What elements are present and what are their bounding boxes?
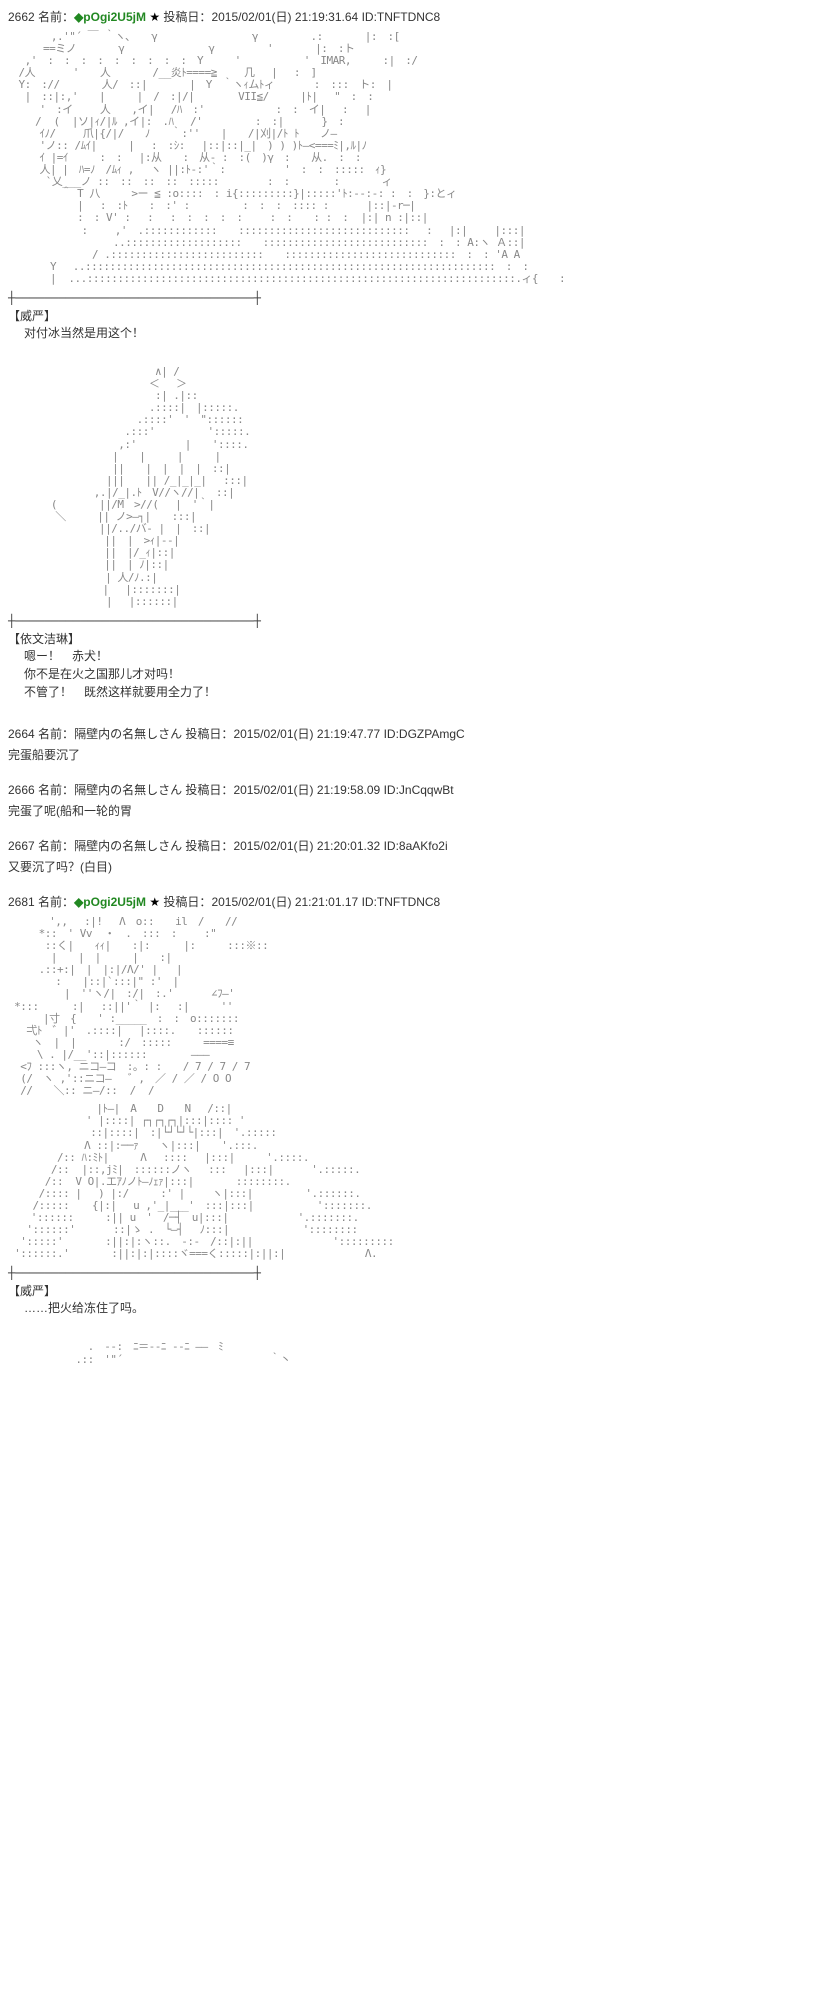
name-label: 名前： [38, 783, 74, 797]
divider-line: ┼─────────────────────────────────┼ [8, 614, 815, 628]
id-label: ID: [384, 839, 399, 853]
post-id: TNFTDNC8 [377, 10, 440, 24]
post-date: 2015/02/01(日) 21:19:31.64 [211, 10, 358, 24]
date-label: 投稿日： [163, 895, 211, 909]
dialogue-text: 嗯ー！ 赤犬！ 你不是在火之国那儿才对吗！ 不管了！ 既然这样就要用全力了！ [24, 647, 815, 701]
poster-name[interactable]: ◆pOgi2U5jM [74, 895, 146, 909]
ascii-art-evangeline: ∧| / ＜ ＞ :| .|:: .::::| |:::::. .::::' '… [8, 366, 815, 608]
dialogue-line: 不管了！ 既然这样就要用全力了！ [24, 685, 216, 699]
post-header: 2666 名前：隔壁内の名無しさん 投稿日：2015/02/01(日) 21:1… [8, 781, 815, 798]
post-header: 2664 名前：隔壁内の名無しさん 投稿日：2015/02/01(日) 21:1… [8, 725, 815, 742]
post-date: 2015/02/01(日) 21:21:01.17 [211, 895, 358, 909]
poster-name[interactable]: ◆pOgi2U5jM [74, 10, 146, 24]
post-header: 2681 名前：◆pOgi2U5jM ★ 投稿日：2015/02/01(日) 2… [8, 893, 815, 910]
post-date: 2015/02/01(日) 21:20:01.32 [233, 839, 380, 853]
name-label: 名前： [38, 727, 74, 741]
poster-name[interactable]: 隔壁内の名無しさん [74, 727, 182, 741]
comment-text: 完蛋了呢(船和一轮的胃 [8, 802, 815, 819]
name-label: 名前： [38, 895, 74, 909]
post-number: 2666 [8, 783, 35, 797]
id-label: ID: [384, 783, 399, 797]
ascii-art-fire-ice: ',, :|! Λ o:: il / // *:: ' Vv ・ . ::: :… [8, 916, 815, 1097]
ascii-art-partial-bottom: . --: ﾆ＝--ﾆ --ﾆ ―― ﾐ .:: '"´ ｀丶 [8, 1341, 815, 1365]
post-date: 2015/02/01(日) 21:19:47.77 [233, 727, 380, 741]
name-label: 名前： [38, 10, 74, 24]
speaker-label: 【依文洁琳】 [8, 630, 815, 647]
speaker-label: 【威严】 [8, 1282, 815, 1299]
post-date: 2015/02/01(日) 21:19:58.09 [233, 783, 380, 797]
ascii-art-akainu-1: ,.'"´ ￣ ｀ヽ､ γ γ .: |: :[ ==ミノ γ γ ' |: :… [8, 31, 815, 285]
dialogue-text: ……把火给冻住了吗。 [24, 1299, 815, 1317]
ascii-art-akainu-face: |ﾄ―| A D N /::| ' |::::| ┌┐┌┐┌┐|:::|::::… [8, 1103, 815, 1260]
post: 2667 名前：隔壁内の名無しさん 投稿日：2015/02/01(日) 21:2… [8, 837, 815, 875]
divider-line: ┼─────────────────────────────────┼ [8, 1266, 815, 1280]
post-number: 2681 [8, 895, 35, 909]
post-number: 2664 [8, 727, 35, 741]
date-label: 投稿日： [185, 839, 233, 853]
poster-name[interactable]: 隔壁内の名無しさん [74, 839, 182, 853]
id-label: ID: [362, 895, 377, 909]
date-label: 投稿日： [185, 783, 233, 797]
star-icon: ★ [149, 895, 160, 909]
dialogue-text: 对付冰当然是用这个！ [24, 324, 815, 342]
comment-text: 完蛋船要沉了 [8, 746, 815, 763]
post: 2664 名前：隔壁内の名無しさん 投稿日：2015/02/01(日) 21:1… [8, 725, 815, 763]
post-header: 2667 名前：隔壁内の名無しさん 投稿日：2015/02/01(日) 21:2… [8, 837, 815, 854]
post-id: JnCqqwBt [399, 783, 454, 797]
post-id: TNFTDNC8 [377, 895, 440, 909]
post: 2662 名前：◆pOgi2U5jM ★ 投稿日：2015/02/01(日) 2… [8, 8, 815, 701]
dialogue-line: 你不是在火之国那儿才对吗！ [24, 667, 180, 681]
post-id: DGZPAmgC [399, 727, 465, 741]
id-label: ID: [384, 727, 399, 741]
speaker-label: 【威严】 [8, 307, 815, 324]
post-number: 2662 [8, 10, 35, 24]
poster-name[interactable]: 隔壁内の名無しさん [74, 783, 182, 797]
comment-text: 又要沉了吗？(白目) [8, 858, 815, 875]
date-label: 投稿日： [163, 10, 211, 24]
post: 2666 名前：隔壁内の名無しさん 投稿日：2015/02/01(日) 21:1… [8, 781, 815, 819]
name-label: 名前： [38, 839, 74, 853]
id-label: ID: [362, 10, 377, 24]
date-label: 投稿日： [185, 727, 233, 741]
star-icon: ★ [149, 10, 160, 24]
post-header: 2662 名前：◆pOgi2U5jM ★ 投稿日：2015/02/01(日) 2… [8, 8, 815, 25]
dialogue-line: 嗯ー！ 赤犬！ [24, 649, 108, 663]
post-id: 8aAKfo2i [399, 839, 448, 853]
divider-line: ┼─────────────────────────────────┼ [8, 291, 815, 305]
post: 2681 名前：◆pOgi2U5jM ★ 投稿日：2015/02/01(日) 2… [8, 893, 815, 1366]
post-number: 2667 [8, 839, 35, 853]
